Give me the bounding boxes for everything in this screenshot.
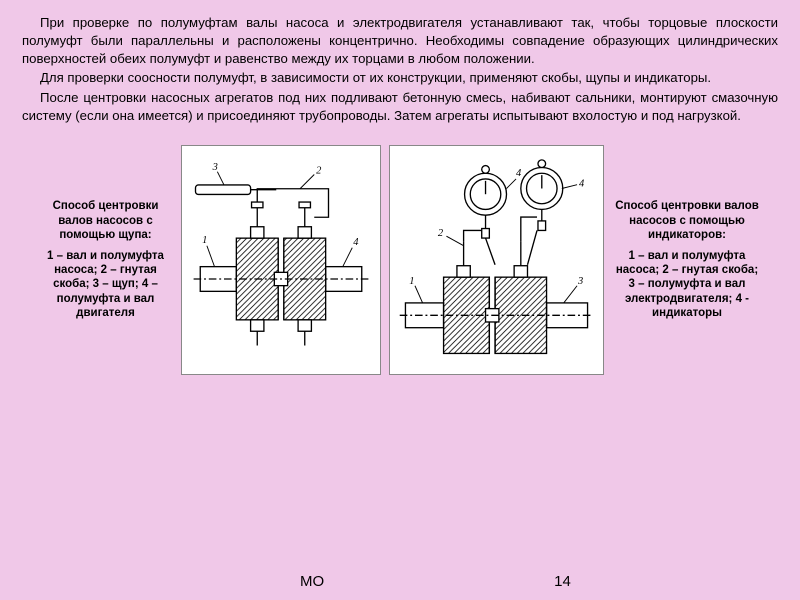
paragraph-2: Для проверки соосности полумуфт, в завис… bbox=[22, 69, 778, 87]
svg-text:3: 3 bbox=[577, 276, 583, 287]
footer-label: МО bbox=[300, 573, 324, 590]
caption-right-head: Способ центровки валов насосов с помощью… bbox=[612, 199, 762, 242]
svg-text:4: 4 bbox=[579, 178, 584, 189]
svg-text:2: 2 bbox=[316, 165, 321, 176]
svg-text:4: 4 bbox=[353, 237, 358, 248]
svg-text:2: 2 bbox=[438, 228, 443, 239]
caption-left-legend: 1 – вал и полумуфта насоса; 2 – гнутая с… bbox=[38, 249, 173, 321]
svg-text:1: 1 bbox=[202, 235, 207, 246]
figure-feeler-gauge: 1 2 3 4 bbox=[181, 145, 381, 375]
paragraph-3: После центровки насосных агрегатов под н… bbox=[22, 89, 778, 125]
caption-right-legend: 1 – вал и полумуфта насоса; 2 – гнутая с… bbox=[612, 249, 762, 321]
caption-left: Способ центровки валов насосов с помощью… bbox=[38, 199, 173, 320]
body-text: При проверке по полумуфтам валы насоса и… bbox=[0, 0, 800, 135]
caption-right: Способ центровки валов насосов с помощью… bbox=[612, 199, 762, 320]
page-number: 14 bbox=[554, 573, 571, 590]
svg-text:1: 1 bbox=[409, 276, 414, 287]
caption-left-head: Способ центровки валов насосов с помощью… bbox=[38, 199, 173, 242]
footer: МО 14 bbox=[0, 573, 800, 590]
paragraph-1: При проверке по полумуфтам валы насоса и… bbox=[22, 14, 778, 67]
svg-text:3: 3 bbox=[212, 162, 218, 173]
figure-dial-indicators: 1 2 3 4 4 bbox=[389, 145, 604, 375]
svg-text:4: 4 bbox=[516, 168, 521, 179]
figure-row: Способ центровки валов насосов с помощью… bbox=[0, 145, 800, 375]
